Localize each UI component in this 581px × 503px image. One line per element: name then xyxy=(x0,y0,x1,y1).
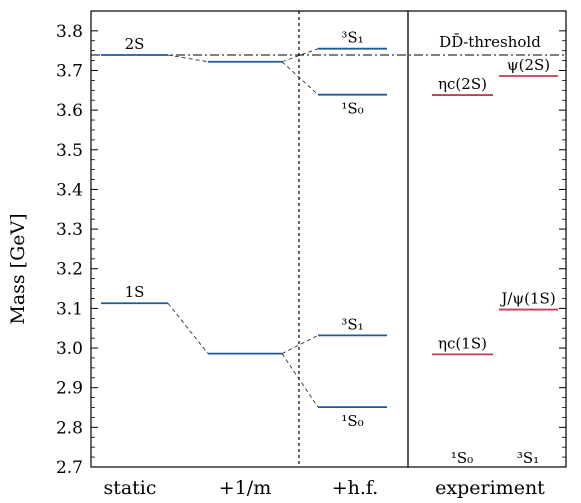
experiment-level-label: ηc(1S) xyxy=(438,334,487,352)
theory-level-label: 2S xyxy=(125,35,145,53)
experiment-level-label: J/ψ(1S) xyxy=(499,290,555,308)
level-connector xyxy=(281,334,319,354)
y-tick-label: 3.8 xyxy=(56,22,83,42)
y-tick-label: 3.4 xyxy=(56,180,83,200)
y-tick-label: 3.5 xyxy=(56,141,83,161)
x-category-label: static xyxy=(103,477,156,499)
theory-level-label: ¹S₀ xyxy=(341,412,363,430)
y-tick-label: 3.1 xyxy=(56,299,83,319)
theory-level-label: ³S₁ xyxy=(341,315,363,333)
level-connector xyxy=(167,54,209,63)
level-connector xyxy=(167,302,209,354)
y-tick-label: 3.2 xyxy=(56,260,83,280)
level-connector xyxy=(281,61,319,95)
threshold-label: DD̄-threshold xyxy=(439,33,541,51)
x-category-label: experiment xyxy=(435,477,545,499)
experiment-column-label: ¹S₀ xyxy=(451,449,473,467)
experiment-column-label: ³S₁ xyxy=(517,449,539,467)
experiment-level-label: ηc(2S) xyxy=(438,75,487,93)
level-connector xyxy=(281,48,319,63)
theory-level-label: ³S₁ xyxy=(341,29,363,47)
theory-level-label: ¹S₀ xyxy=(341,100,363,118)
x-category-label: +h.f. xyxy=(332,477,379,499)
plot-layer: 2.7 2.8 2.9 3.0 3.1 3.2 3.3 3.4 3.5 3.6 3.7 3.8 stat… xyxy=(56,10,567,499)
y-tick-label: 3.6 xyxy=(56,101,83,121)
theory-level-label: 1S xyxy=(125,283,145,301)
x-category-label: +1/m xyxy=(219,477,271,499)
level-connector xyxy=(281,353,319,408)
y-tick-label: 3.0 xyxy=(56,339,83,359)
plot-frame xyxy=(90,10,567,468)
y-tick-label: 3.3 xyxy=(56,220,83,240)
experiment-level-label: ψ(2S) xyxy=(507,56,550,74)
y-tick-label: 3.7 xyxy=(56,61,83,81)
y-tick-label: 2.9 xyxy=(56,379,83,399)
y-axis-label: Mass [GeV] xyxy=(7,213,29,324)
y-tick-label: 2.8 xyxy=(56,418,83,438)
y-tick-label: 2.7 xyxy=(56,458,83,478)
